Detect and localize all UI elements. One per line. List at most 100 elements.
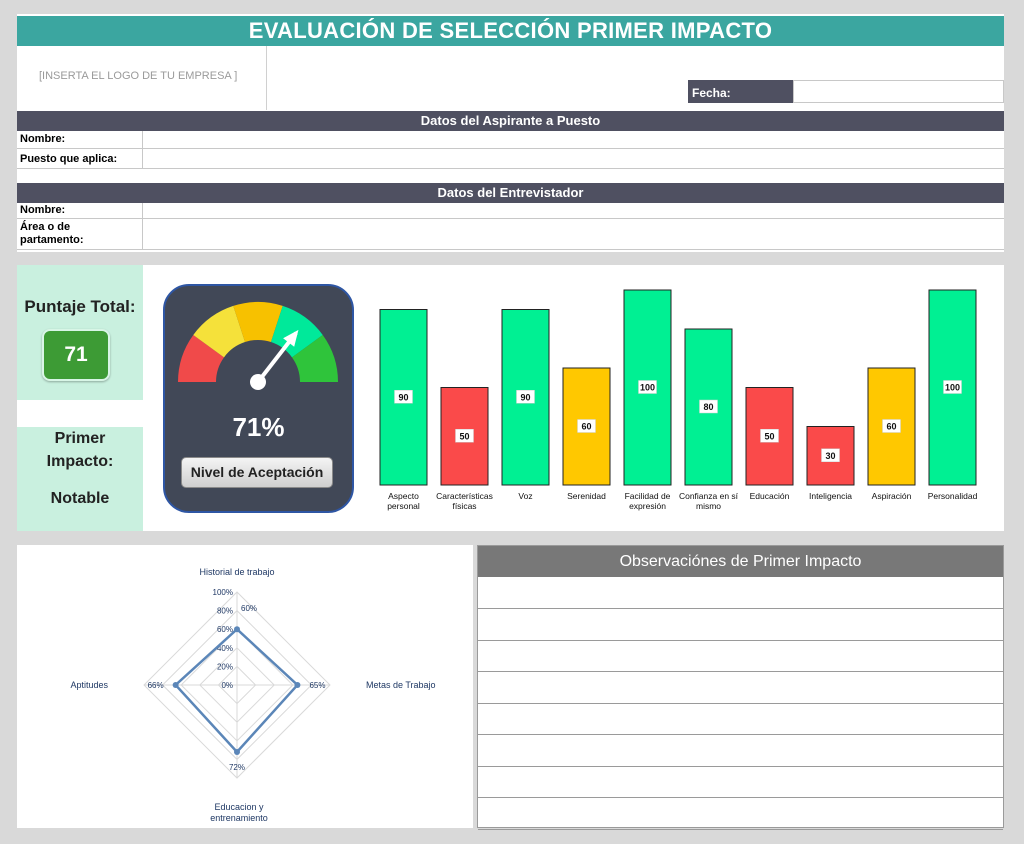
bar-label-bg <box>516 390 535 404</box>
bar-value-label: 90 <box>520 392 530 402</box>
category-label: Serenidad <box>567 491 606 501</box>
category-label: personal <box>387 501 420 511</box>
bar-value-label: 60 <box>886 422 896 432</box>
bar-value-label: 60 <box>581 422 591 432</box>
acceptance-level-button[interactable]: Nivel de Aceptación <box>181 457 333 488</box>
radar-panel: 0% 20% 40% 60% 80% 100% 60% 65% 72% 66% Historial … <box>17 545 473 828</box>
bar-label-bg <box>699 399 718 414</box>
category-label: Facilidad de <box>625 491 671 501</box>
radar-category-label: Historial de trabajo <box>199 567 274 577</box>
bar-label-bg <box>760 429 779 443</box>
impact-title-line1: Primer <box>54 430 106 447</box>
radar-value-label: 66% <box>148 681 164 690</box>
impact-box: Primer Impacto: Notable <box>17 427 143 531</box>
radar-point <box>234 626 240 633</box>
score-box: Puntaje Total: 71 <box>17 265 143 400</box>
entrevistador-nombre-field[interactable] <box>142 203 1004 218</box>
gauge-dial <box>178 302 338 390</box>
category-label: Voz <box>518 491 532 501</box>
radar-value-label: 60% <box>241 604 257 613</box>
observation-line[interactable] <box>478 734 1003 735</box>
bar-label-bg <box>882 419 901 433</box>
observation-line[interactable] <box>478 797 1003 798</box>
bar-value-label: 100 <box>640 383 655 393</box>
radar-value-label: 65% <box>309 681 325 690</box>
category-label: Aspecto <box>388 491 419 501</box>
gauge-pivot <box>250 374 266 390</box>
entrevistador-area-field[interactable] <box>142 219 1004 249</box>
observation-line[interactable] <box>478 828 1003 830</box>
gauge-percent: 71% <box>232 412 285 442</box>
bar-value-label: 50 <box>459 431 469 441</box>
bar-label-bg <box>638 380 657 394</box>
aspirante-nombre-label: Nombre: <box>20 133 66 145</box>
gauge-card: 71% Nivel de Aceptación <box>163 284 354 513</box>
entrevistador-section-header: Datos del Entrevistador <box>17 183 1004 203</box>
gauge-zone <box>291 334 338 382</box>
spacer-row <box>17 169 1004 183</box>
observations-panel: Observaciónes de Primer Impacto <box>477 545 1004 830</box>
radar-tick-label: 40% <box>217 644 233 653</box>
radar-tick-label: 100% <box>213 588 233 597</box>
category-label: físicas <box>452 501 476 511</box>
fecha-field[interactable] <box>793 80 1004 103</box>
gauge-needle-head <box>283 329 299 347</box>
category-label: Características <box>436 491 493 501</box>
bar-value-label: 80 <box>703 402 713 412</box>
radar-tick-label: 80% <box>217 607 233 616</box>
radar-category-label: Aptitudes <box>70 680 108 690</box>
logo-placeholder[interactable]: [INSERTA EL LOGO DE TU EMPRESA ] <box>17 46 267 110</box>
aspirante-puesto-row: Puesto que aplica: <box>17 149 1004 169</box>
bar-label-bg <box>821 448 840 462</box>
observation-line[interactable] <box>478 608 1003 609</box>
bar-label-bg <box>455 429 474 443</box>
impact-title-line2: Impacto: <box>46 453 114 470</box>
radar-category-label: Metas de Trabajo <box>366 680 436 690</box>
observations-header: Observaciónes de Primer Impacto <box>478 546 1003 577</box>
bar-value-label: 90 <box>398 392 408 402</box>
gauge-zone <box>193 305 246 358</box>
bar-label-bg <box>577 419 596 433</box>
entrevistador-area-label: Área o de partamento: <box>20 221 84 247</box>
radar-point <box>172 682 179 688</box>
category-label: expresión <box>629 501 666 511</box>
aspirante-puesto-field[interactable] <box>142 149 1004 168</box>
bar-value-label: 30 <box>825 451 835 461</box>
impact-value: Notable <box>50 490 110 507</box>
entrevistador-nombre-row: Nombre: <box>17 203 1004 219</box>
observation-line[interactable] <box>478 639 1003 641</box>
bar-value-label: 50 <box>764 431 774 441</box>
observation-line[interactable] <box>478 671 1003 672</box>
bar-label-bg <box>943 380 962 394</box>
gauge-zone <box>178 334 225 382</box>
radar-point <box>294 682 301 688</box>
area-label-line2: partamento: <box>20 234 84 246</box>
page-title: EVALUACIÓN DE SELECCIÓN PRIMER IMPACTO <box>17 16 1004 46</box>
aspirante-puesto-label: Puesto que aplica: <box>20 153 118 165</box>
results-panel: Puntaje Total: 71 Primer Impacto: Notabl… <box>17 265 1004 531</box>
bar-value-label: 100 <box>945 383 960 393</box>
area-label-line1: Área o de <box>20 221 71 233</box>
impact-title: Primer Impacto: <box>17 427 143 473</box>
aspirante-section-header: Datos del Aspirante a Puesto <box>17 111 1004 131</box>
bar <box>562 367 611 486</box>
aspirante-nombre-field[interactable] <box>142 131 1004 148</box>
category-label: Aspiración <box>872 491 912 501</box>
header-panel: EVALUACIÓN DE SELECCIÓN PRIMER IMPACTO [… <box>17 14 1004 252</box>
fecha-label: Fecha: <box>688 80 793 103</box>
radar-tick-label: 60% <box>217 625 233 634</box>
radar-tick-label: 0% <box>221 681 233 690</box>
radar-chart: 0% 20% 40% 60% 80% 100% 60% 65% 72% 66% Historial … <box>70 567 436 823</box>
observation-line[interactable] <box>478 702 1003 704</box>
gauge-zone <box>233 302 283 343</box>
score-value: 71 <box>42 329 110 381</box>
category-label: Educación <box>750 491 790 501</box>
observation-line[interactable] <box>478 765 1003 767</box>
score-label: Puntaje Total: <box>24 297 136 316</box>
category-label: Inteligencia <box>809 491 852 501</box>
radar-category-label: Educacion y <box>214 802 264 812</box>
radar-value-label: 72% <box>229 763 245 772</box>
bar-label-bg <box>394 390 413 404</box>
radar-point <box>234 748 240 755</box>
